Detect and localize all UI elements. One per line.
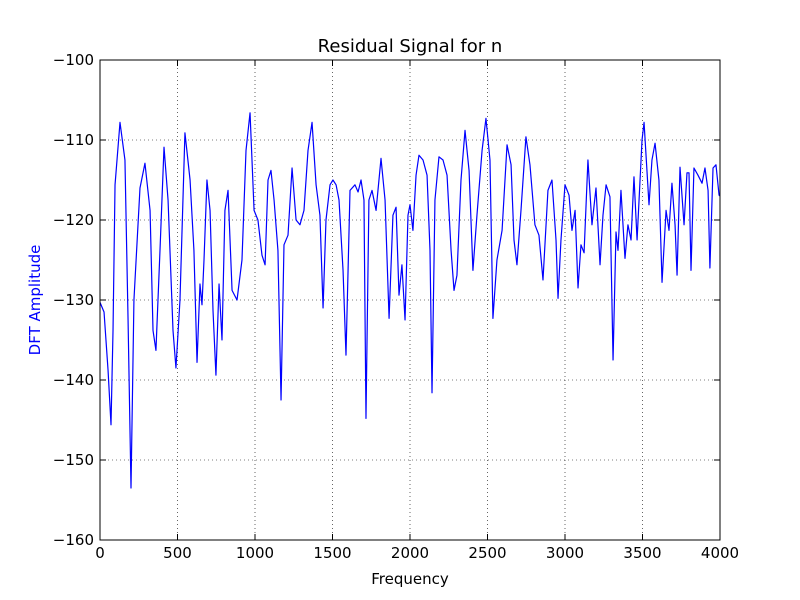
y-tick-label: −110 [53,131,94,149]
chart-title: Residual Signal for n [318,36,503,57]
y-tick-label: −100 [53,51,94,69]
y-axis-label: DFT Amplitude [26,245,44,356]
x-tick-label: 500 [163,544,192,562]
data-line [99,112,721,489]
x-tick-label: 2500 [468,544,506,562]
x-tick-label: 3000 [546,544,584,562]
x-tick-label: 3500 [623,544,661,562]
y-tick-label: −140 [53,371,94,389]
plot-frame [99,59,721,541]
x-tick-label: 1000 [236,544,274,562]
x-tick-label: 2000 [391,544,429,562]
y-tick-label: −130 [53,291,94,309]
x-tick-label: 1500 [313,544,351,562]
y-tick-label: −120 [53,211,94,229]
x-tick-label: 4000 [701,544,739,562]
x-tick-label: 0 [95,544,105,562]
x-axis-label: Frequency [371,570,449,588]
y-tick-label: −150 [53,451,94,469]
y-tick-label: −160 [53,531,94,549]
